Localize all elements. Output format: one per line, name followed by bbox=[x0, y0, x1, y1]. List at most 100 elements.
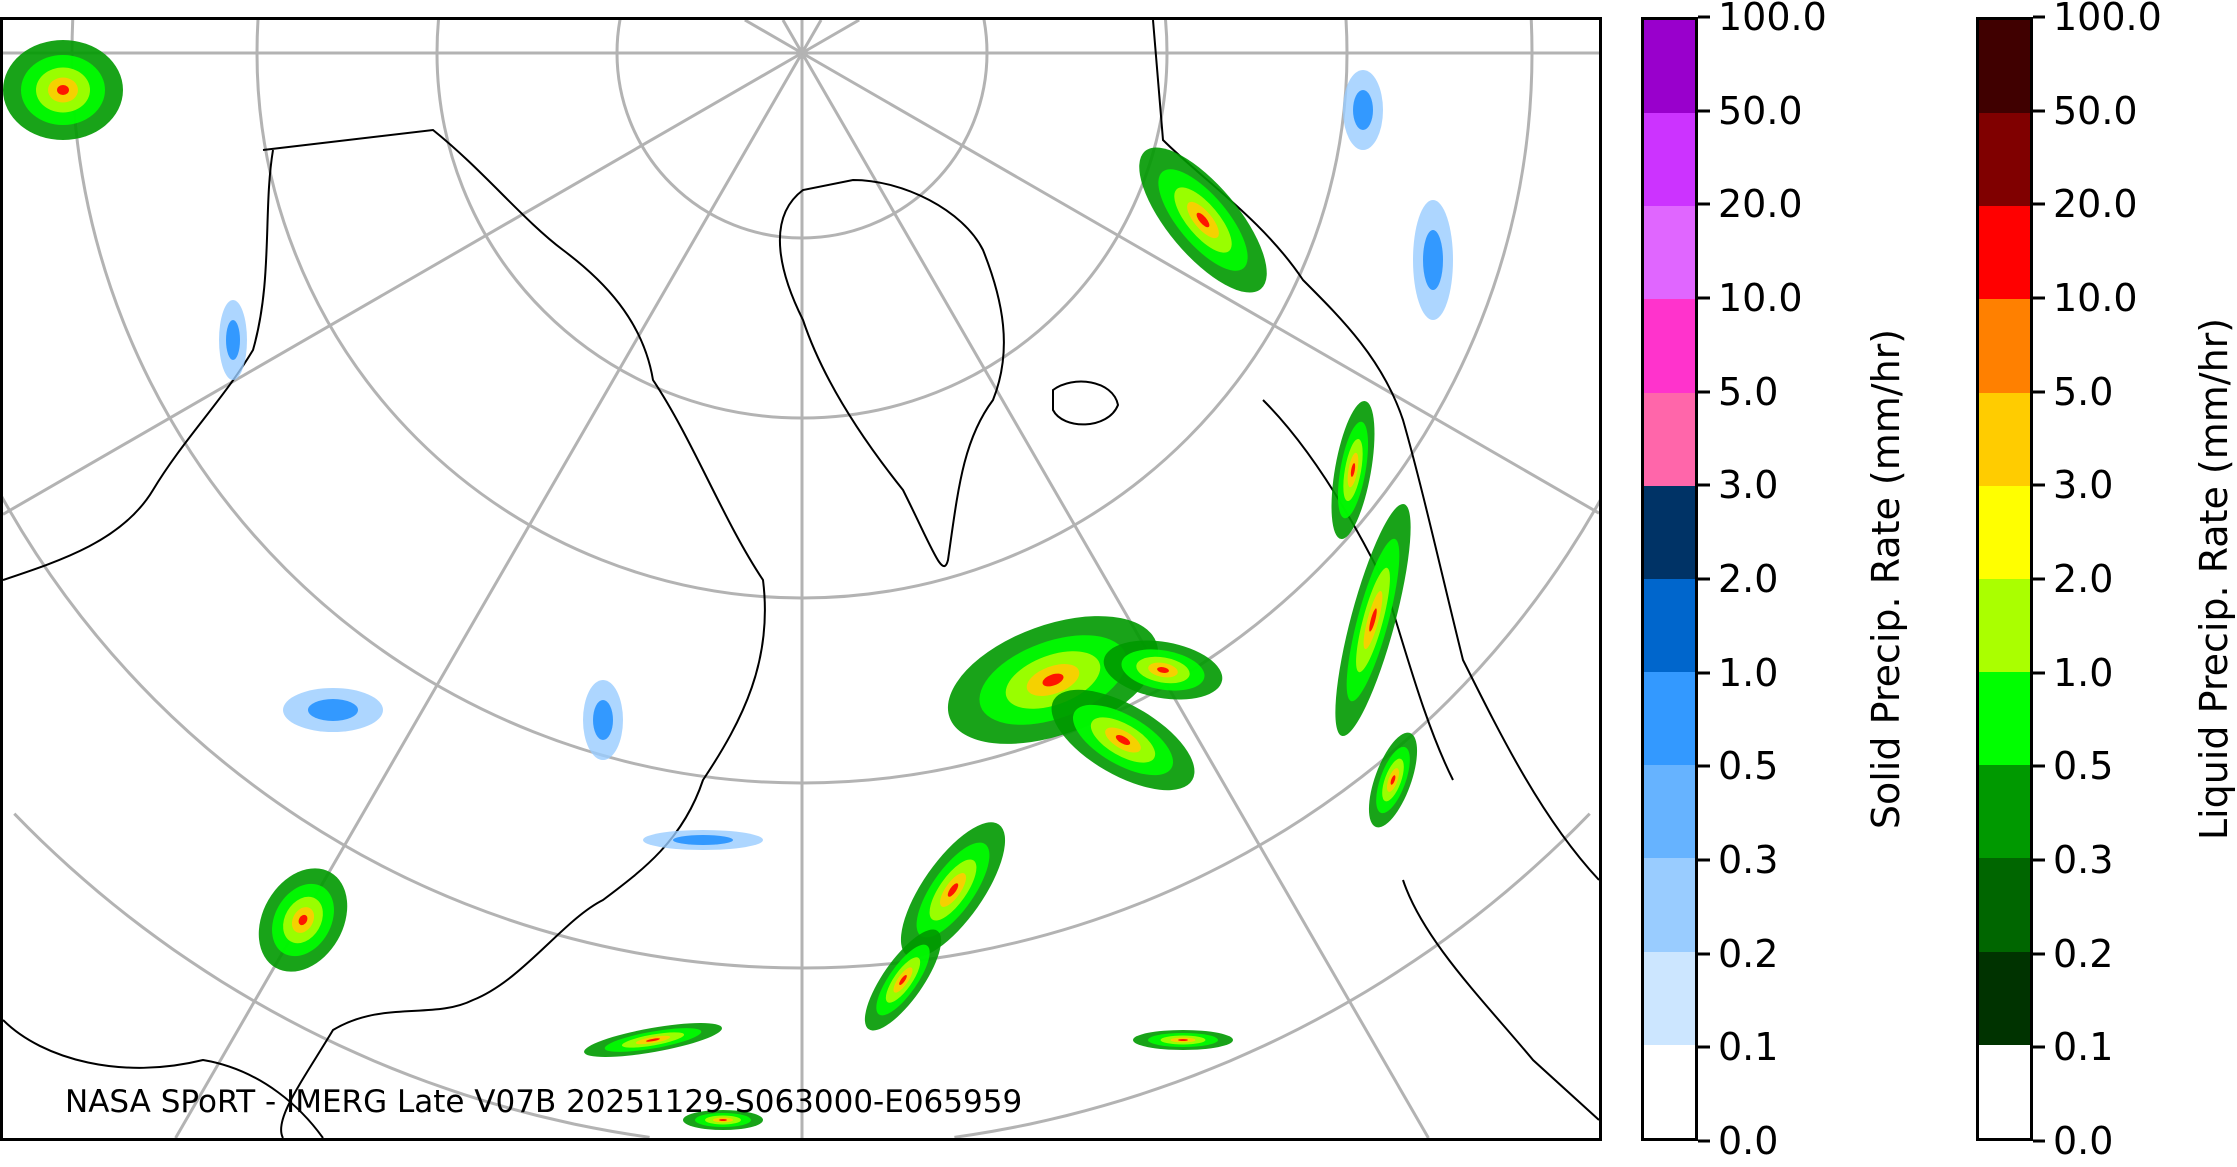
liquid-precip-colorbar bbox=[1976, 17, 2033, 1141]
meridian-line bbox=[800, 20, 823, 54]
meridian-line bbox=[781, 20, 804, 54]
colorbar-tick bbox=[2033, 858, 2045, 862]
solid-precip-colorbar bbox=[1641, 17, 1698, 1141]
solid-precip-area bbox=[593, 700, 613, 740]
colorbar-tick-label: 0.1 bbox=[2053, 1025, 2114, 1070]
latitude-circle bbox=[954, 812, 1591, 1138]
colorbar-tick-label: 0.5 bbox=[1718, 744, 1779, 789]
liquid-colorbar-title: Liquid Precip. Rate (mm/hr) bbox=[2192, 317, 2236, 841]
colorbar-tick bbox=[1698, 109, 1710, 113]
colorbar-tick-label: 20.0 bbox=[1718, 182, 1803, 227]
latitude-circle bbox=[13, 812, 650, 1138]
map-canvas bbox=[3, 20, 1599, 1138]
colorbar-tick bbox=[1698, 577, 1710, 581]
colorbar-tick bbox=[2033, 296, 2045, 300]
colorbar-segment bbox=[1979, 19, 2030, 114]
colorbar-segment bbox=[1644, 19, 1695, 114]
colorbar-segment bbox=[1979, 1044, 2030, 1138]
meridian-line bbox=[801, 51, 1599, 515]
colorbar-segment bbox=[1979, 951, 2030, 1045]
colorbar-segment bbox=[1644, 392, 1695, 486]
colorbar-tick bbox=[2033, 952, 2045, 956]
colorbar-tick bbox=[2033, 15, 2045, 19]
colorbar-segment bbox=[1644, 113, 1695, 207]
liquid-precip-area bbox=[57, 85, 69, 95]
colorbar-tick bbox=[2033, 764, 2045, 768]
liquid-precip-area bbox=[298, 914, 308, 926]
solid-colorbar-title: Solid Precip. Rate (mm/hr) bbox=[1864, 328, 1908, 830]
coastline bbox=[1152, 20, 1599, 881]
colorbar-tick bbox=[1698, 858, 1710, 862]
liquid-precip-area bbox=[1350, 463, 1356, 477]
colorbar-tick bbox=[2033, 202, 2045, 206]
liquid-precip-area bbox=[1196, 212, 1210, 228]
colorbar-tick bbox=[1698, 15, 1710, 19]
colorbar-segment bbox=[1979, 392, 2030, 486]
colorbar-segment bbox=[1979, 858, 2030, 952]
colorbar-tick-label: 2.0 bbox=[2053, 557, 2114, 601]
meridian-line bbox=[800, 52, 1430, 1138]
liquid-precip-area bbox=[1369, 608, 1377, 632]
colorbar-tick-label: 0.0 bbox=[2053, 1119, 2114, 1163]
solid-precip-area bbox=[1353, 90, 1373, 130]
colorbar-tick-label: 2.0 bbox=[1718, 557, 1779, 601]
colorbar-tick bbox=[1698, 1139, 1710, 1143]
colorbar-segment bbox=[1979, 299, 2030, 393]
coastline bbox=[3, 149, 274, 581]
colorbar-segment bbox=[1644, 485, 1695, 579]
solid-precip-area bbox=[308, 699, 358, 721]
colorbar-segment bbox=[1644, 765, 1695, 859]
liquid-precip-area bbox=[646, 1038, 660, 1042]
colorbar-segment bbox=[1644, 951, 1695, 1045]
coastline bbox=[1052, 380, 1120, 426]
colorbar-tick-label: 20.0 bbox=[2053, 182, 2138, 227]
colorbar-tick-label: 50.0 bbox=[1718, 88, 1803, 133]
colorbar-tick-label: 0.5 bbox=[2053, 744, 2114, 789]
liquid-precip-area bbox=[1115, 734, 1131, 746]
colorbar-tick-label: 0.3 bbox=[1718, 838, 1779, 882]
liquid-precip-area bbox=[719, 1119, 727, 1121]
colorbar-segment bbox=[1644, 858, 1695, 952]
colorbar-tick-label: 10.0 bbox=[2053, 276, 2138, 320]
colorbar-segment bbox=[1979, 672, 2030, 766]
colorbar-tick bbox=[1698, 202, 1710, 206]
meridian-line bbox=[744, 20, 803, 55]
colorbar-tick bbox=[2033, 109, 2045, 113]
colorbar-tick bbox=[1698, 483, 1710, 487]
colorbar-tick-label: 100.0 bbox=[1718, 0, 1827, 39]
colorbar-tick-label: 100.0 bbox=[2053, 0, 2162, 39]
colorbar-tick bbox=[1698, 296, 1710, 300]
colorbar-tick-label: 0.2 bbox=[2053, 931, 2114, 976]
solid-precip-area bbox=[226, 320, 240, 360]
colorbar-tick bbox=[2033, 483, 2045, 487]
colorbar-tick bbox=[2033, 390, 2045, 394]
colorbar-segment bbox=[1979, 113, 2030, 207]
colorbar-tick-label: 1.0 bbox=[1718, 650, 1779, 695]
map-caption: NASA SPoRT - IMERG Late V07B 20251129-S0… bbox=[65, 1084, 1023, 1120]
coastline bbox=[262, 128, 766, 1138]
liquid-precip-area bbox=[899, 974, 907, 986]
colorbar-segment bbox=[1644, 672, 1695, 766]
colorbar-tick bbox=[1698, 1045, 1710, 1049]
meridian-line bbox=[3, 51, 803, 516]
colorbar-tick-label: 0.0 bbox=[1718, 1119, 1779, 1163]
meridian-line bbox=[801, 20, 860, 55]
colorbar-segment bbox=[1979, 578, 2030, 673]
solid-precip-area bbox=[673, 835, 733, 845]
coastline bbox=[779, 178, 1005, 568]
colorbar-tick bbox=[2033, 671, 2045, 675]
liquid-precip-area bbox=[947, 883, 959, 897]
colorbar-tick-label: 50.0 bbox=[2053, 88, 2138, 133]
colorbar-tick-label: 5.0 bbox=[1718, 369, 1779, 414]
colorbar-tick-label: 0.1 bbox=[1718, 1025, 1779, 1070]
liquid-precip-area bbox=[1042, 673, 1064, 687]
colorbar-tick-label: 5.0 bbox=[2053, 369, 2114, 414]
colorbar-tick-label: 0.3 bbox=[2053, 838, 2114, 882]
colorbar-tick bbox=[2033, 577, 2045, 581]
precipitation-map: NASA SPoRT - IMERG Late V07B 20251129-S0… bbox=[0, 17, 1602, 1141]
colorbar-segment bbox=[1979, 485, 2030, 579]
colorbar-tick bbox=[1698, 390, 1710, 394]
colorbar-tick-label: 10.0 bbox=[1718, 276, 1803, 320]
liquid-precip-area bbox=[1178, 1039, 1188, 1041]
colorbar-tick bbox=[2033, 1139, 2045, 1143]
